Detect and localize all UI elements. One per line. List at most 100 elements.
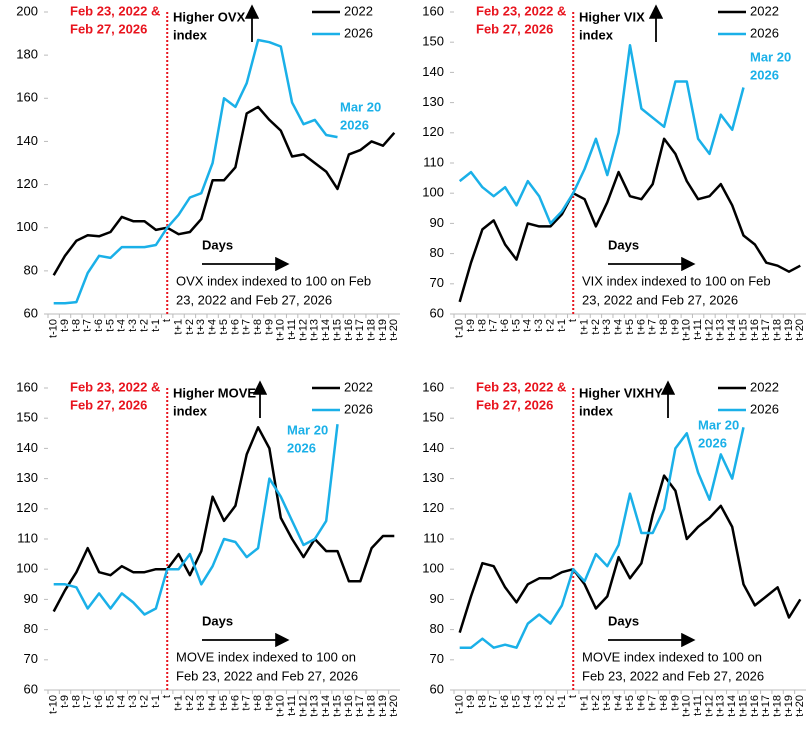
x-tick-label: t-1 — [556, 319, 568, 332]
x-tick-label: t+6 — [635, 695, 647, 711]
x-tick-label: t+7 — [241, 695, 253, 711]
x-tick-label: t+19 — [377, 319, 389, 341]
x-tick-label: t+16 — [749, 319, 761, 341]
x-tick-label: t-5 — [104, 695, 116, 708]
x-tick-label: t+15 — [737, 319, 749, 341]
x-tick-label: t+2 — [590, 695, 602, 711]
x-tick-label: t+11 — [286, 319, 298, 340]
event-label: Feb 23, 2022 & — [70, 3, 160, 18]
x-tick-label: t+16 — [343, 319, 355, 341]
x-tick-label: t+17 — [760, 319, 772, 341]
x-tick-label: t+4 — [613, 695, 625, 711]
y-tick-label: 80 — [24, 621, 38, 636]
event-label: Feb 23, 2022 & — [70, 379, 160, 394]
y-tick-label: 120 — [16, 500, 38, 515]
x-tick-label: t+18 — [366, 695, 378, 717]
x-tick-label: t+13 — [715, 695, 727, 717]
x-tick-label: t+5 — [624, 695, 636, 711]
y-tick-label: 120 — [422, 124, 444, 139]
y-tick-label: 100 — [16, 561, 38, 576]
legend-label: 2026 — [750, 401, 779, 416]
legend-label: 2022 — [750, 3, 779, 18]
x-tick-label: t-4 — [116, 695, 128, 708]
note: Feb 23, 2022 and Feb 27, 2026 — [176, 668, 358, 683]
x-tick-label: t-6 — [93, 695, 105, 708]
x-tick-label: t+5 — [624, 319, 636, 335]
x-tick-label: t+20 — [388, 319, 400, 341]
series-line — [458, 137, 801, 303]
series-line — [53, 424, 339, 616]
x-tick-label: t+9 — [263, 319, 275, 335]
higher-label: Higher VIXHY — [579, 385, 663, 400]
x-tick-label: t-3 — [533, 319, 545, 332]
x-tick-label: t+20 — [388, 695, 400, 717]
y-tick-label: 110 — [423, 530, 444, 545]
x-tick-label: t+11 — [286, 695, 298, 716]
y-tick-label: 110 — [17, 530, 38, 545]
y-tick-label: 60 — [430, 681, 444, 696]
y-tick-label: 80 — [430, 245, 444, 260]
x-tick-label: t+1 — [578, 319, 590, 335]
event-label: Feb 27, 2026 — [476, 397, 553, 412]
x-tick-label: t+12 — [297, 695, 309, 717]
x-tick-label: t+13 — [309, 695, 321, 717]
x-tick-label: t+14 — [320, 319, 332, 341]
higher-label: Higher MOVE — [173, 385, 256, 400]
y-tick-label: 130 — [422, 94, 444, 109]
x-tick-label: t+5 — [218, 319, 230, 335]
legend-label: 2022 — [750, 379, 779, 394]
x-tick-label: t+8 — [658, 695, 670, 711]
days-label: Days — [202, 237, 233, 252]
x-tick-label: t-7 — [488, 319, 500, 332]
x-tick-label: t-8 — [476, 319, 488, 332]
x-tick-label: t+9 — [669, 695, 681, 711]
x-tick-label: t-7 — [82, 319, 94, 332]
x-tick-label: t-2 — [544, 319, 556, 332]
x-tick-label: t-2 — [138, 695, 150, 708]
x-tick-label: t-5 — [510, 695, 522, 708]
x-tick-label: t-1 — [150, 695, 162, 708]
x-tick-label: t-7 — [488, 695, 500, 708]
event-label: Feb 23, 2022 & — [476, 3, 566, 18]
days-label: Days — [608, 613, 639, 628]
y-tick-label: 160 — [422, 3, 444, 18]
y-tick-label: 70 — [430, 275, 444, 290]
y-tick-label: 180 — [16, 47, 38, 62]
y-tick-label: 200 — [16, 3, 38, 18]
x-tick-label: t+9 — [669, 319, 681, 335]
x-tick-label: t+14 — [320, 695, 332, 717]
note: OVX index indexed to 100 on Feb — [176, 273, 371, 288]
x-tick-label: t+6 — [635, 319, 647, 335]
y-tick-label: 150 — [422, 34, 444, 49]
x-tick-label: t+15 — [737, 695, 749, 717]
y-tick-label: 100 — [422, 185, 444, 200]
x-tick-label: t+18 — [772, 319, 784, 341]
legend-label: 2026 — [344, 401, 373, 416]
x-tick-label: t-1 — [150, 319, 162, 332]
y-tick-label: 90 — [24, 591, 38, 606]
x-tick-label: t+7 — [241, 319, 253, 335]
note: VIX index indexed to 100 on Feb — [582, 273, 771, 288]
x-tick-label: t+3 — [601, 695, 613, 711]
y-tick-label: 120 — [16, 176, 38, 191]
y-tick-label: 120 — [422, 500, 444, 515]
note: MOVE index indexed to 100 on — [176, 649, 356, 664]
end-label: 2026 — [750, 67, 779, 82]
event-label: Feb 27, 2026 — [70, 397, 147, 412]
y-tick-label: 60 — [24, 681, 38, 696]
y-tick-label: 110 — [423, 154, 444, 169]
x-tick-label: t-6 — [499, 695, 511, 708]
end-label: Mar 20 — [750, 49, 791, 64]
x-tick-label: t-6 — [93, 319, 105, 332]
y-tick-label: 130 — [16, 470, 38, 485]
x-tick-label: t+14 — [726, 695, 738, 717]
higher-label: index — [173, 27, 208, 42]
x-tick-label: t-4 — [116, 319, 128, 332]
x-tick-label: t-8 — [70, 695, 82, 708]
x-tick-label: t+3 — [601, 319, 613, 335]
x-tick-label: t+12 — [297, 319, 309, 341]
x-tick-label: t-9 — [465, 319, 477, 332]
